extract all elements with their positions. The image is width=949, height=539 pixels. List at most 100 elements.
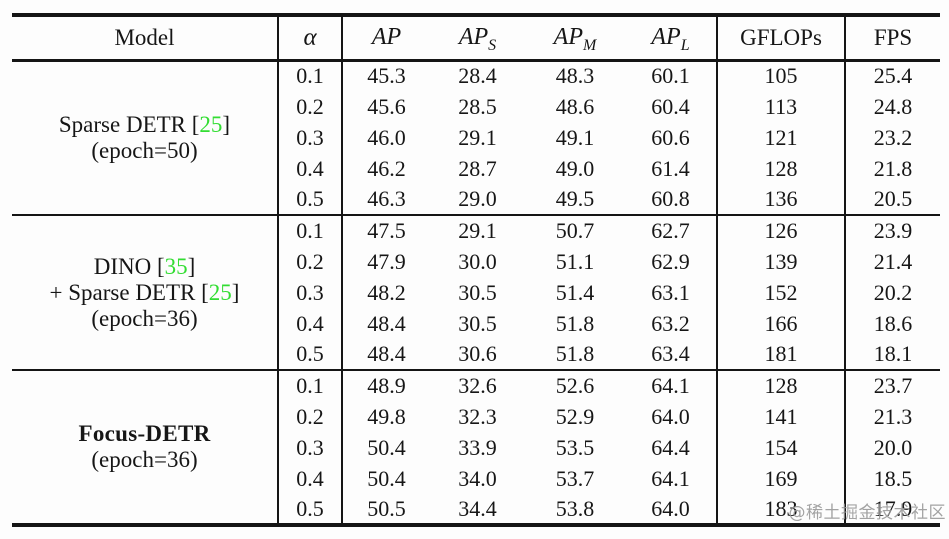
fps-cell: 20.2 [873, 279, 913, 305]
ap-s-cell: 28.7 [458, 155, 497, 181]
table-row: 0.2 47.9 30.0 51.1 62.9 139 21.4 [12, 246, 940, 277]
table-row: 0.4 48.4 30.5 51.8 63.2 166 18.6 [12, 308, 940, 339]
ap-s-cell: 30.5 [458, 310, 497, 336]
ap-m-cell: 48.6 [555, 93, 595, 119]
ap-l-cell: 60.4 [625, 91, 718, 122]
header-ap-m: APM [525, 15, 625, 62]
fps-cell: 17.9 [873, 495, 913, 521]
ap-cell: 48.4 [367, 310, 406, 336]
ap-m-cell: 51.8 [555, 310, 595, 336]
table-row: DINO [35] + Sparse DETR [25] (epoch=36) … [12, 214, 940, 370]
ap-m-cell: 50.7 [525, 214, 625, 246]
ap-s-cell: 30.0 [458, 248, 497, 274]
fps-cell: 18.6 [873, 310, 913, 336]
header-ap-s: APS [430, 15, 525, 62]
alpha-cell: 0.3 [278, 277, 343, 308]
fps-cell: 23.9 [845, 214, 940, 246]
alpha-cell: 0.5 [278, 339, 343, 370]
gflops-cell: 136 [717, 184, 846, 215]
epoch-label: (epoch=36) [91, 447, 198, 472]
alpha-cell: 0.1 [278, 369, 343, 401]
fps-cell: 24.8 [873, 93, 913, 119]
table-row: 0.2 49.8 32.3 52.9 64.0 141 21.3 [12, 401, 940, 432]
ap-m-cell: 51.8 [555, 341, 595, 366]
fps-cell: 23.2 [873, 124, 913, 150]
table-row: 0.4 46.2 28.7 49.0 61.4 128 21.8 [12, 153, 940, 184]
gflops-cell: 121 [717, 122, 846, 153]
table-row: Sparse DETR [25] (epoch=50) 0.1 45.3 28.… [12, 60, 940, 215]
ap-l-cell: 61.4 [625, 153, 718, 184]
table-row: 0.5 48.4 30.6 51.8 63.4 181 18.1 [12, 339, 940, 370]
gflops-cell: 139 [717, 246, 846, 277]
ap-cell: 45.3 [367, 63, 406, 89]
ap-m-cell: 53.7 [555, 465, 595, 491]
ap-s-cell: 32.6 [430, 369, 525, 401]
ap-l-cell: 64.4 [625, 432, 718, 463]
alpha-cell: 0.2 [278, 401, 343, 432]
gflops-cell: 105 [717, 60, 846, 91]
alpha-cell: 0.2 [278, 91, 343, 122]
model-cell-dino-sparse-detr: DINO [35] + Sparse DETR [25] (epoch=36) [12, 214, 279, 370]
citation-number: 25 [199, 111, 223, 137]
ap-m-cell: 51.1 [555, 248, 595, 274]
header-model: Model [12, 15, 279, 62]
alpha-cell: 0.3 [278, 432, 343, 463]
gflops-cell: 166 [717, 308, 846, 339]
alpha-cell: 0.1 [278, 214, 343, 246]
ap-s-cell: 29.1 [458, 124, 497, 150]
ap-l-cell: 64.0 [625, 401, 718, 432]
ap-cell: 46.2 [367, 155, 406, 181]
ap-s-cell: 34.0 [458, 465, 497, 491]
gflops-cell: 126 [717, 214, 846, 246]
table-row: Focus-DETR (epoch=36) 0.1 48.9 32.6 52.6… [12, 369, 940, 525]
alpha-cell: 0.4 [278, 153, 343, 184]
ap-s-cell: 33.9 [458, 434, 497, 460]
ap-l-cell: 60.1 [625, 60, 718, 91]
gflops-cell: 181 [717, 339, 846, 370]
ap-s-cell: 28.5 [458, 93, 497, 119]
fps-cell: 20.0 [873, 434, 913, 460]
model-name: Focus-DETR [78, 421, 211, 446]
alpha-cell: 0.4 [278, 463, 343, 494]
citation-number: 25 [208, 279, 232, 305]
table-row: 0.3 50.4 33.9 53.5 64.4 154 20.0 [12, 432, 940, 463]
fps-cell: 23.7 [845, 369, 940, 401]
ap-m-cell: 53.8 [555, 495, 595, 521]
model-name-line2: + Sparse DETR [25] [49, 279, 240, 305]
model-cell-focus-detr: Focus-DETR (epoch=36) [12, 369, 279, 525]
ap-cell: 49.8 [367, 403, 406, 429]
ap-s-cell: 28.4 [458, 63, 497, 89]
ap-cell: 50.4 [367, 465, 406, 491]
ap-m-cell: 48.3 [555, 63, 595, 89]
ap-s-cell: 29.1 [430, 214, 525, 246]
gflops-cell: 128 [717, 153, 846, 184]
ap-l-cell: 62.7 [625, 214, 718, 246]
ap-l-cell: 63.4 [625, 339, 718, 370]
ap-s-cell: 30.6 [458, 341, 497, 366]
ap-m-cell: 53.5 [555, 434, 595, 460]
ap-cell: 50.4 [367, 434, 406, 460]
gflops-cell: 128 [717, 369, 846, 401]
ap-cell: 46.3 [367, 186, 406, 211]
gflops-cell: 152 [717, 277, 846, 308]
ap-l-cell: 64.1 [625, 369, 718, 401]
ap-cell: 47.9 [367, 248, 406, 274]
ap-m-cell: 52.9 [555, 403, 595, 429]
ap-cell: 48.9 [342, 369, 430, 401]
ap-m-cell: 49.5 [555, 186, 595, 211]
gflops-cell: 113 [717, 91, 846, 122]
gflops-cell: 183 [717, 494, 846, 525]
ap-l-cell: 62.9 [625, 246, 718, 277]
ap-l-cell: 64.1 [625, 463, 718, 494]
citation-number: 35 [164, 253, 188, 279]
ap-l-cell: 60.6 [625, 122, 718, 153]
alpha-symbol: α [303, 23, 317, 51]
model-name: Sparse DETR [25] [58, 111, 231, 137]
table-row: 0.4 50.4 34.0 53.7 64.1 169 18.5 [12, 463, 940, 494]
ap-l-cell: 63.2 [625, 308, 718, 339]
ap-m-cell: 52.6 [525, 369, 625, 401]
fps-cell: 25.4 [873, 63, 913, 89]
alpha-cell: 0.1 [278, 60, 343, 91]
alpha-cell: 0.3 [278, 122, 343, 153]
ap-m-cell: 51.4 [555, 279, 595, 305]
